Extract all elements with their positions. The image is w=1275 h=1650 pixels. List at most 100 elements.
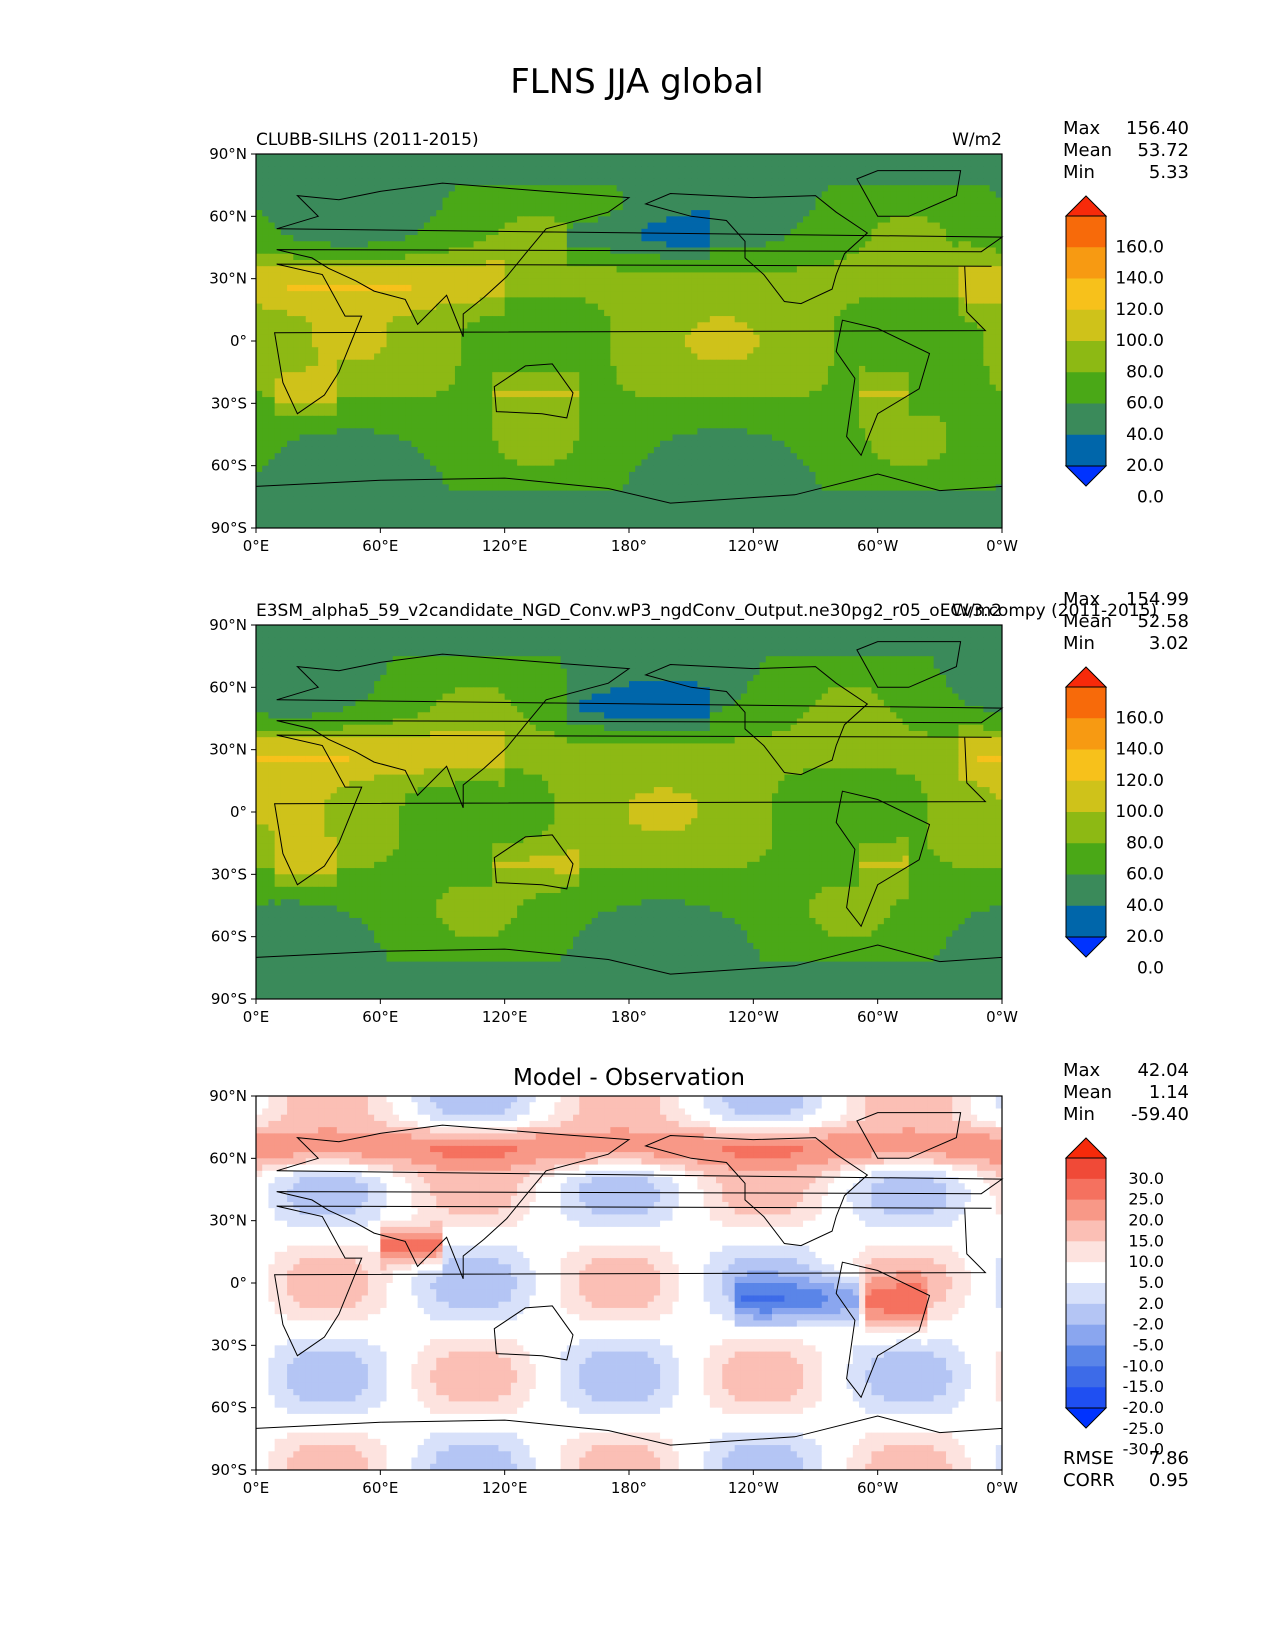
field-cell — [759, 284, 767, 292]
field-cell — [486, 309, 493, 317]
field-cell — [827, 253, 835, 261]
field-cell — [803, 353, 810, 361]
field-cell — [902, 322, 910, 329]
field-cell — [554, 272, 562, 280]
field-cell — [771, 403, 779, 410]
field-cell — [367, 210, 375, 217]
field-cell — [883, 347, 891, 354]
field-cell — [939, 303, 947, 311]
field-cell — [852, 341, 860, 348]
field-cell — [610, 309, 617, 317]
field-cell — [411, 228, 419, 236]
field-cell — [324, 403, 331, 410]
field-cell — [827, 241, 835, 248]
field-cell — [517, 403, 524, 410]
field-cell — [560, 172, 568, 180]
field-cell — [411, 309, 419, 317]
field-cell — [591, 210, 599, 217]
field-cell — [709, 390, 717, 398]
field-cell — [523, 365, 530, 373]
field-cell — [908, 291, 916, 298]
field-cell — [952, 178, 959, 186]
field-cell — [914, 297, 922, 304]
field-cell — [318, 322, 325, 329]
field-cell — [573, 241, 580, 248]
field-cell — [977, 160, 984, 167]
field-cell — [436, 303, 443, 311]
field-cell — [380, 334, 387, 342]
field-cell — [454, 372, 462, 379]
field-cell — [740, 185, 748, 192]
field-cell — [977, 216, 984, 223]
field-cell — [653, 322, 661, 329]
field-cell — [579, 185, 586, 192]
field-cell — [492, 235, 499, 242]
field-cell — [989, 178, 997, 186]
field-cell — [653, 160, 661, 167]
field-cell — [448, 166, 456, 174]
field-cell — [597, 284, 605, 292]
field-cell — [933, 216, 941, 223]
field-cell — [280, 210, 288, 217]
field-cell — [442, 372, 450, 379]
field-cell — [498, 284, 506, 292]
field-cell — [392, 154, 400, 161]
field-cell — [423, 403, 431, 410]
field-cell — [759, 359, 767, 367]
field-cell — [355, 390, 363, 398]
field-cell — [498, 322, 506, 329]
field-cell — [964, 172, 972, 180]
field-cell — [821, 266, 829, 273]
field-cell — [902, 272, 910, 280]
field-cell — [790, 316, 798, 323]
field-cell — [355, 272, 363, 280]
field-cell — [834, 278, 841, 286]
field-cell — [467, 272, 474, 280]
field-cell — [883, 191, 891, 199]
field-cell — [374, 403, 381, 410]
panel-1: 0°E 60°E 120°E 180° 120°W 60°W 0°W90°N60°N30°N… — [209, 118, 1189, 555]
field-cell — [815, 334, 823, 342]
field-cell — [840, 328, 847, 336]
field-cell — [629, 160, 636, 167]
field-cell — [479, 247, 487, 255]
field-cell — [933, 166, 941, 174]
field-cell — [386, 172, 394, 180]
field-cell — [883, 278, 891, 286]
field-cell — [989, 353, 997, 361]
field-cell — [616, 322, 624, 329]
field-cell — [268, 309, 276, 317]
field-cell — [398, 178, 406, 186]
field-cell — [411, 222, 419, 230]
field-cell — [815, 372, 823, 379]
field-cell — [442, 253, 450, 261]
field-cell — [703, 322, 711, 329]
field-cell — [834, 334, 841, 342]
field-cell — [361, 197, 369, 205]
field-cell — [454, 210, 462, 217]
field-cell — [573, 378, 580, 386]
field-cell — [473, 365, 481, 373]
field-cell — [896, 241, 903, 248]
field-cell — [330, 166, 338, 174]
field-cell — [846, 203, 854, 211]
field-cell — [902, 210, 910, 217]
field-cell — [796, 341, 804, 348]
field-cell — [274, 216, 282, 223]
field-cell — [728, 235, 736, 242]
field-cell — [852, 291, 860, 298]
field-cell — [374, 259, 381, 267]
field-cell — [834, 178, 841, 186]
field-cell — [958, 309, 966, 317]
field-cell — [268, 278, 276, 286]
field-cell — [405, 359, 412, 367]
field-cell — [318, 235, 325, 242]
field-cell — [697, 178, 704, 186]
field-cell — [554, 341, 562, 348]
field-cell — [840, 341, 847, 348]
field-cell — [716, 222, 723, 230]
field-cell — [921, 397, 928, 404]
field-cell — [336, 390, 344, 398]
field-cell — [517, 228, 524, 236]
field-cell — [834, 259, 841, 267]
